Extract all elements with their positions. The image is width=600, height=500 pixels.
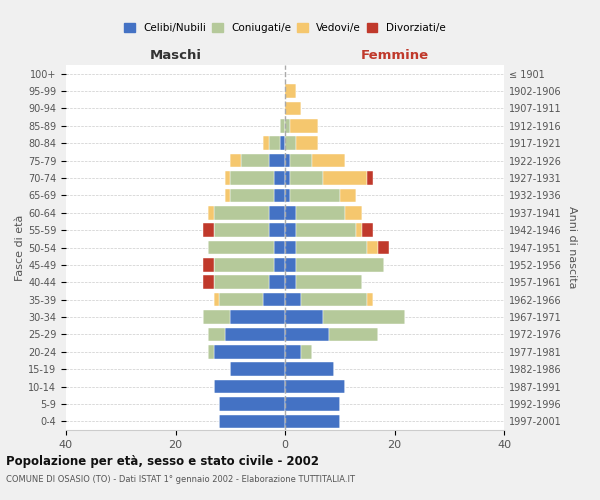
Bar [285, 136, 296, 150]
Legend: Celibi/Nubili, Coniugati/e, Vedovi/e, Divorziati/e: Celibi/Nubili, Coniugati/e, Vedovi/e, Di… [120, 19, 450, 38]
Text: Maschi: Maschi [149, 48, 202, 62]
Bar [203, 258, 214, 272]
Bar [296, 206, 345, 220]
Bar [220, 397, 285, 410]
Bar [296, 224, 356, 237]
Bar [367, 171, 373, 185]
Bar [214, 276, 269, 289]
Bar [378, 240, 389, 254]
Bar [269, 276, 285, 289]
Bar [285, 102, 301, 115]
Bar [230, 188, 274, 202]
Bar [290, 119, 318, 132]
Bar [362, 224, 373, 237]
Bar [269, 136, 280, 150]
Bar [214, 224, 269, 237]
Bar [285, 276, 296, 289]
Bar [290, 171, 323, 185]
Bar [274, 188, 285, 202]
Bar [263, 293, 285, 306]
Bar [301, 345, 313, 358]
Bar [285, 188, 290, 202]
Bar [220, 414, 285, 428]
Bar [280, 136, 285, 150]
Bar [345, 206, 362, 220]
Y-axis label: Anni di nascita: Anni di nascita [567, 206, 577, 289]
Bar [230, 154, 241, 168]
Bar [274, 240, 285, 254]
Bar [285, 328, 329, 341]
Bar [230, 310, 285, 324]
Bar [296, 240, 367, 254]
Bar [269, 224, 285, 237]
Bar [203, 310, 230, 324]
Bar [285, 154, 290, 168]
Text: Femmine: Femmine [361, 48, 428, 62]
Bar [230, 171, 274, 185]
Text: COMUNE DI OSASIO (TO) - Dati ISTAT 1° gennaio 2002 - Elaborazione TUTTITALIA.IT: COMUNE DI OSASIO (TO) - Dati ISTAT 1° ge… [6, 475, 355, 484]
Bar [214, 293, 220, 306]
Bar [356, 224, 362, 237]
Bar [285, 310, 323, 324]
Bar [285, 224, 296, 237]
Bar [214, 380, 285, 394]
Bar [274, 171, 285, 185]
Bar [296, 136, 318, 150]
Bar [269, 154, 285, 168]
Bar [220, 293, 263, 306]
Bar [208, 328, 225, 341]
Bar [203, 276, 214, 289]
Bar [290, 154, 313, 168]
Bar [329, 328, 378, 341]
Bar [285, 84, 296, 98]
Bar [280, 119, 285, 132]
Bar [323, 310, 406, 324]
Bar [296, 258, 383, 272]
Bar [323, 171, 367, 185]
Bar [208, 240, 274, 254]
Bar [225, 171, 230, 185]
Bar [230, 362, 285, 376]
Bar [290, 188, 340, 202]
Bar [263, 136, 269, 150]
Bar [367, 293, 373, 306]
Bar [285, 362, 334, 376]
Bar [285, 119, 290, 132]
Bar [274, 258, 285, 272]
Bar [269, 206, 285, 220]
Bar [214, 258, 274, 272]
Bar [285, 397, 340, 410]
Text: Popolazione per età, sesso e stato civile - 2002: Popolazione per età, sesso e stato civil… [6, 455, 319, 468]
Bar [225, 188, 230, 202]
Bar [285, 240, 296, 254]
Bar [208, 206, 214, 220]
Bar [285, 345, 301, 358]
Bar [214, 345, 285, 358]
Bar [367, 240, 378, 254]
Bar [285, 293, 301, 306]
Bar [296, 276, 362, 289]
Bar [285, 171, 290, 185]
Bar [313, 154, 345, 168]
Bar [208, 345, 214, 358]
Bar [340, 188, 356, 202]
Bar [214, 206, 269, 220]
Bar [203, 224, 214, 237]
Bar [241, 154, 269, 168]
Bar [285, 380, 345, 394]
Bar [285, 206, 296, 220]
Bar [285, 414, 340, 428]
Bar [285, 258, 296, 272]
Bar [225, 328, 285, 341]
Bar [301, 293, 367, 306]
Y-axis label: Fasce di età: Fasce di età [15, 214, 25, 280]
